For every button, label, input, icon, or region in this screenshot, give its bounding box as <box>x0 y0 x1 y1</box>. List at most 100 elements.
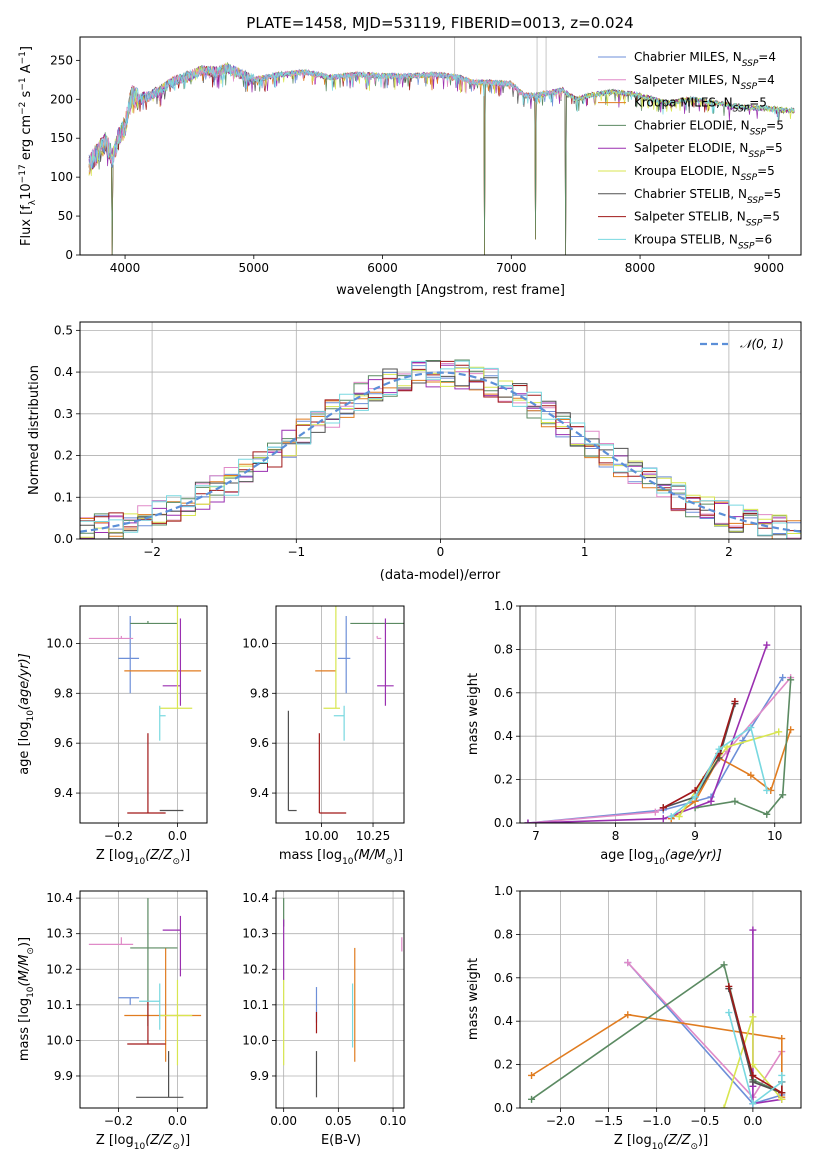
y-tick-label: 9.8 <box>54 686 73 700</box>
weight-line <box>728 986 783 1095</box>
y-axis-label: mass weight <box>466 958 481 1040</box>
y-tick-label: 10.0 <box>242 636 269 650</box>
legend-text: Chabrier STELIB, N <box>634 187 747 201</box>
weight-marker <box>624 1011 632 1019</box>
legend-text: Kroupa ELODIE, N <box>634 164 741 178</box>
label-part: 10 <box>26 986 36 998</box>
weight-marker <box>731 797 739 805</box>
legend-sub: SSP <box>747 196 764 206</box>
axes-ebv-mass: 0.00 0.05 0.10 9.9 10.0 10.1 10.2 10.3 10.4 <box>242 890 407 1128</box>
y-tick-label: 250 <box>50 53 73 67</box>
y-tick-label: 0.1 <box>54 490 73 504</box>
y-tick-label: 0.2 <box>494 773 513 787</box>
y-tick-label: 10.0 <box>46 1033 73 1047</box>
x-axis-label: E(B-V) <box>321 1133 361 1148</box>
weight-line <box>678 731 779 817</box>
y-axis-label: Normed distribution <box>27 365 42 495</box>
weight-marker <box>778 1078 786 1086</box>
weight-marker <box>749 1013 757 1021</box>
plot-area <box>283 898 403 1098</box>
weight-marker <box>659 815 667 823</box>
axes-frame <box>275 605 405 824</box>
y-tick-label: 0.2 <box>54 449 73 463</box>
label-part: ] <box>19 46 34 51</box>
legend-val: =4 <box>758 50 776 64</box>
label-part: age [log <box>600 848 653 863</box>
label-part: (age/yr)] <box>665 848 722 863</box>
x-tick-label: 2 <box>725 545 733 559</box>
label-part: (Z/Z <box>145 1133 173 1148</box>
y-tick-label: 10.1 <box>242 998 269 1012</box>
y-tick-label: 10.0 <box>242 1033 269 1047</box>
legend-sub: SSP <box>738 241 755 251</box>
weight-marker <box>749 926 757 934</box>
y-tick-label: 0.6 <box>494 686 513 700</box>
x-axis-label: wavelength [Angstrom, rest frame] <box>336 283 565 298</box>
label-part: (age/yr)] <box>17 653 32 710</box>
weight-marker <box>763 641 771 649</box>
axes-frame <box>79 321 802 540</box>
label-part: −1 <box>18 77 28 90</box>
weight-marker <box>749 1071 757 1079</box>
label-part: 10 <box>342 857 354 867</box>
axes-mass-age: 10.00 10.25 9.4 9.6 9.8 10.0 <box>242 605 405 843</box>
weight-marker <box>747 771 755 779</box>
legend-val: =5 <box>749 96 767 110</box>
weight-marker <box>779 791 787 799</box>
label-part: (M/M <box>354 848 386 863</box>
y-tick-label: 10.1 <box>46 998 73 1012</box>
axes-residuals: −2 −1 0 1 2 0.0 0.1 0.2 0.3 0.4 0.5 <box>54 321 802 559</box>
y-tick-label: 9.4 <box>54 786 73 800</box>
x-tick-label: 10.00 <box>304 829 338 843</box>
axes-frame <box>79 605 208 824</box>
x-tick-label: 0 <box>437 545 445 559</box>
x-tick-label: −0.2 <box>104 1114 133 1128</box>
legend-val: =5 <box>762 210 780 224</box>
label-part: −1 <box>18 51 28 64</box>
y-axis-label: mass [log10(M/M⊙)] <box>17 937 36 1061</box>
y-tick-label: 0.2 <box>494 1058 513 1072</box>
y-tick-label: 10.2 <box>242 962 269 976</box>
x-tick-label: −0.5 <box>690 1114 719 1128</box>
y-tick-label: 0.3 <box>54 407 73 421</box>
legend-val: =5 <box>766 118 784 132</box>
weight-marker <box>725 1009 733 1017</box>
y-axis-label: mass weight <box>466 673 481 755</box>
x-axis-label: Z [log10(Z/Z⊙)] <box>96 1133 190 1152</box>
y-tick-label: 10.2 <box>46 962 73 976</box>
label-part: Z [log <box>96 1133 134 1148</box>
y-tick-label: 0.8 <box>494 642 513 656</box>
label-part: )] <box>180 848 190 863</box>
weight-line <box>527 677 784 823</box>
plot-area <box>524 641 795 823</box>
y-tick-label: 100 <box>50 170 73 184</box>
y-tick-label: 10.0 <box>46 636 73 650</box>
label-part: age [log <box>17 722 32 775</box>
label-part: mass [log <box>279 848 342 863</box>
histogram-step <box>80 360 801 539</box>
y-tick-label: 0.0 <box>54 532 73 546</box>
y-tick-label: 50 <box>58 209 73 223</box>
weight-marker <box>731 697 739 705</box>
label-part: mass [log <box>17 998 32 1061</box>
legend-label: Chabrier MILES, NSSP=4 <box>634 50 776 69</box>
weight-marker <box>787 676 795 684</box>
weight-marker <box>675 812 683 820</box>
x-tick-label: 10.25 <box>356 829 390 843</box>
weight-line <box>723 1016 783 1108</box>
legend-sub: SSP <box>742 59 759 69</box>
x-tick-label: 9000 <box>754 261 785 275</box>
x-axis-label: mass [log10(M/M⊙)] <box>279 848 403 867</box>
y-tick-label: 9.8 <box>250 686 269 700</box>
axes-Z-mass: −0.2 0.0 9.9 10.0 10.1 10.2 10.3 10.4 <box>46 890 208 1128</box>
x-axis-label: Z [log10(Z/Z⊙)] <box>96 848 190 867</box>
y-tick-label: 10.4 <box>46 891 73 905</box>
x-tick-label: 0.10 <box>380 1114 407 1128</box>
y-tick-label: 200 <box>50 92 73 106</box>
label-part: Z [log <box>614 1133 652 1148</box>
figure-title: PLATE=1458, MJD=53119, FIBERID=0013, z=0… <box>246 14 633 32</box>
y-tick-label: 9.9 <box>250 1069 269 1083</box>
plot-area <box>88 37 795 255</box>
x-tick-label: 0.0 <box>168 829 187 843</box>
legend-label: Salpeter MILES, NSSP=4 <box>634 73 775 92</box>
